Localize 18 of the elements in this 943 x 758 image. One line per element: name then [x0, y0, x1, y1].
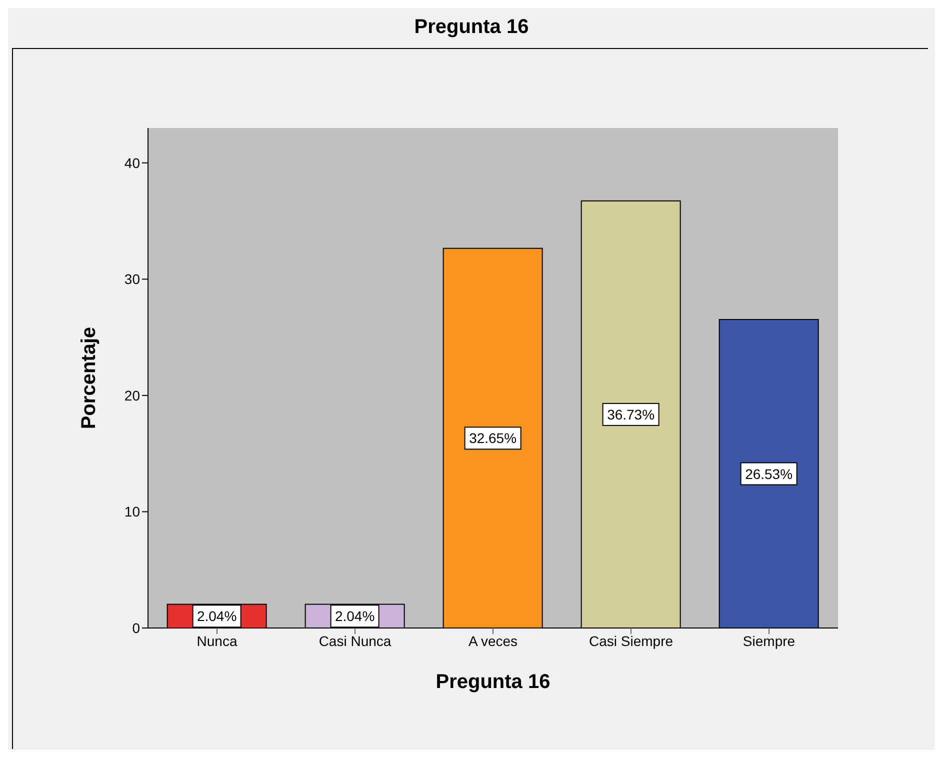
- x-tick-label: Casi Siempre: [588, 632, 674, 649]
- y-tick-label: 0: [132, 620, 140, 636]
- chart-title: Pregunta 16: [413, 15, 530, 40]
- y-tick-label: 40: [124, 154, 140, 171]
- y-tick-label: 10: [124, 504, 140, 520]
- x-axis-title: Pregunta 16: [436, 671, 550, 693]
- y-tick-label: 30: [124, 271, 140, 288]
- x-tick-label: A veces: [468, 632, 518, 649]
- data-label: 32.65%: [469, 430, 517, 446]
- y-axis-title: Porcentaje: [78, 326, 100, 430]
- x-tick-label: Nunca: [196, 632, 238, 649]
- x-tick-label: Siempre: [742, 632, 796, 649]
- data-label: 2.04%: [196, 608, 237, 624]
- data-label: 36.73%: [607, 406, 655, 422]
- data-label: 26.53%: [745, 466, 793, 482]
- y-tick-label: 20: [124, 387, 140, 404]
- data-label: 2.04%: [334, 608, 375, 624]
- x-tick-label: Casi Nunca: [318, 632, 392, 649]
